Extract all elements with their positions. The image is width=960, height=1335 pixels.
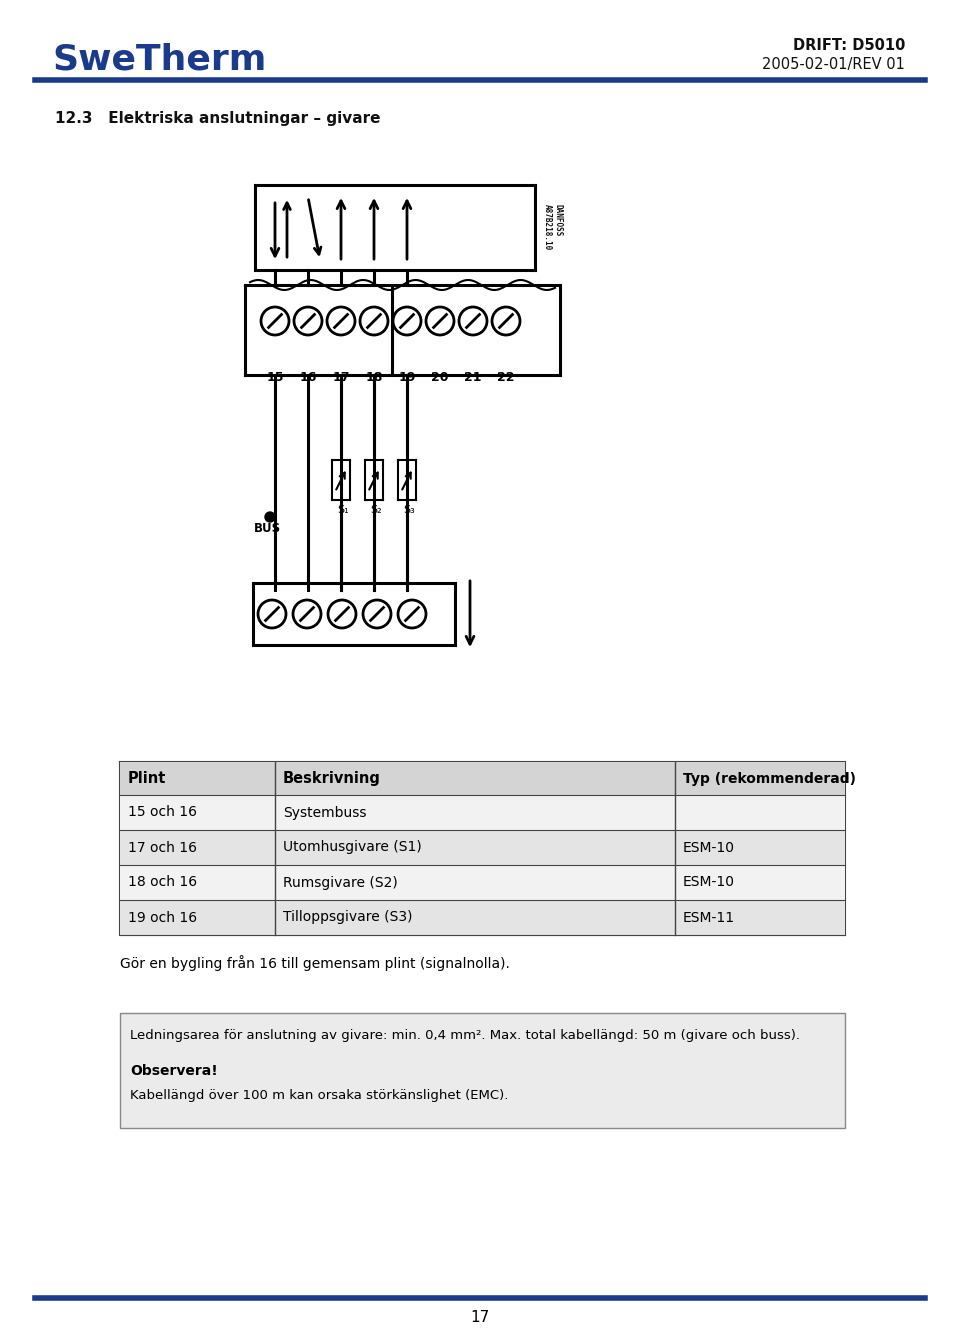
Text: 15: 15 bbox=[266, 371, 284, 384]
Text: 16: 16 bbox=[300, 371, 317, 384]
Circle shape bbox=[363, 599, 391, 627]
Circle shape bbox=[293, 599, 321, 627]
Text: 17 och 16: 17 och 16 bbox=[128, 841, 197, 854]
Text: Observera!: Observera! bbox=[130, 1064, 218, 1077]
Text: 2005-02-01/REV 01: 2005-02-01/REV 01 bbox=[762, 57, 905, 72]
Text: 22: 22 bbox=[497, 371, 515, 384]
Circle shape bbox=[426, 307, 454, 335]
Text: S₁: S₁ bbox=[337, 505, 348, 515]
Text: DRIFT: D5010: DRIFT: D5010 bbox=[793, 37, 905, 52]
Bar bbox=[120, 1013, 845, 1128]
Bar bbox=[120, 865, 845, 900]
Text: 18: 18 bbox=[366, 371, 383, 384]
Text: Utomhusgivare (S1): Utomhusgivare (S1) bbox=[283, 841, 421, 854]
Bar bbox=[120, 762, 845, 934]
Circle shape bbox=[398, 599, 426, 627]
Text: Plint: Plint bbox=[128, 772, 166, 786]
Text: ESM-11: ESM-11 bbox=[683, 910, 735, 925]
Circle shape bbox=[265, 513, 275, 522]
Text: SweTherm: SweTherm bbox=[52, 43, 266, 77]
Text: Beskrivning: Beskrivning bbox=[283, 772, 381, 786]
Circle shape bbox=[294, 307, 322, 335]
Bar bbox=[120, 900, 845, 934]
Text: Ledningsarea för anslutning av givare: min. 0,4 mm². Max. total kabellängd: 50 m: Ledningsarea för anslutning av givare: m… bbox=[130, 1028, 800, 1041]
Text: 20: 20 bbox=[431, 371, 448, 384]
Text: Tilloppsgivare (S3): Tilloppsgivare (S3) bbox=[283, 910, 413, 925]
Text: 19: 19 bbox=[398, 371, 416, 384]
Text: DANFOSS
A87B218.10: DANFOSS A87B218.10 bbox=[543, 204, 563, 250]
Text: Kabellängd över 100 m kan orsaka störkänslighet (EMC).: Kabellängd över 100 m kan orsaka störkän… bbox=[130, 1088, 509, 1101]
Circle shape bbox=[492, 307, 520, 335]
Text: 17: 17 bbox=[470, 1311, 490, 1326]
Circle shape bbox=[258, 599, 286, 627]
Circle shape bbox=[360, 307, 388, 335]
Text: ESM-10: ESM-10 bbox=[683, 876, 735, 889]
Text: S₃: S₃ bbox=[403, 505, 415, 515]
Text: BUS: BUS bbox=[253, 522, 280, 535]
Text: S₂: S₂ bbox=[371, 505, 382, 515]
Circle shape bbox=[261, 307, 289, 335]
Circle shape bbox=[328, 599, 356, 627]
Text: 15 och 16: 15 och 16 bbox=[128, 805, 197, 820]
Text: Rumsgivare (S2): Rumsgivare (S2) bbox=[283, 876, 397, 889]
Circle shape bbox=[327, 307, 355, 335]
Bar bbox=[120, 830, 845, 865]
Text: 12.3   Elektriska anslutningar – givare: 12.3 Elektriska anslutningar – givare bbox=[55, 111, 380, 125]
Text: ESM-10: ESM-10 bbox=[683, 841, 735, 854]
Text: Systembuss: Systembuss bbox=[283, 805, 367, 820]
Text: 17: 17 bbox=[332, 371, 349, 384]
Text: Gör en bygling från 16 till gemensam plint (signalnolla).: Gör en bygling från 16 till gemensam pli… bbox=[120, 955, 510, 971]
Text: 21: 21 bbox=[465, 371, 482, 384]
Text: Typ (rekommenderad): Typ (rekommenderad) bbox=[683, 772, 856, 785]
Circle shape bbox=[393, 307, 421, 335]
Text: 18 och 16: 18 och 16 bbox=[128, 876, 197, 889]
Bar bbox=[120, 762, 845, 796]
Bar bbox=[120, 796, 845, 830]
Circle shape bbox=[459, 307, 487, 335]
Text: 19 och 16: 19 och 16 bbox=[128, 910, 197, 925]
